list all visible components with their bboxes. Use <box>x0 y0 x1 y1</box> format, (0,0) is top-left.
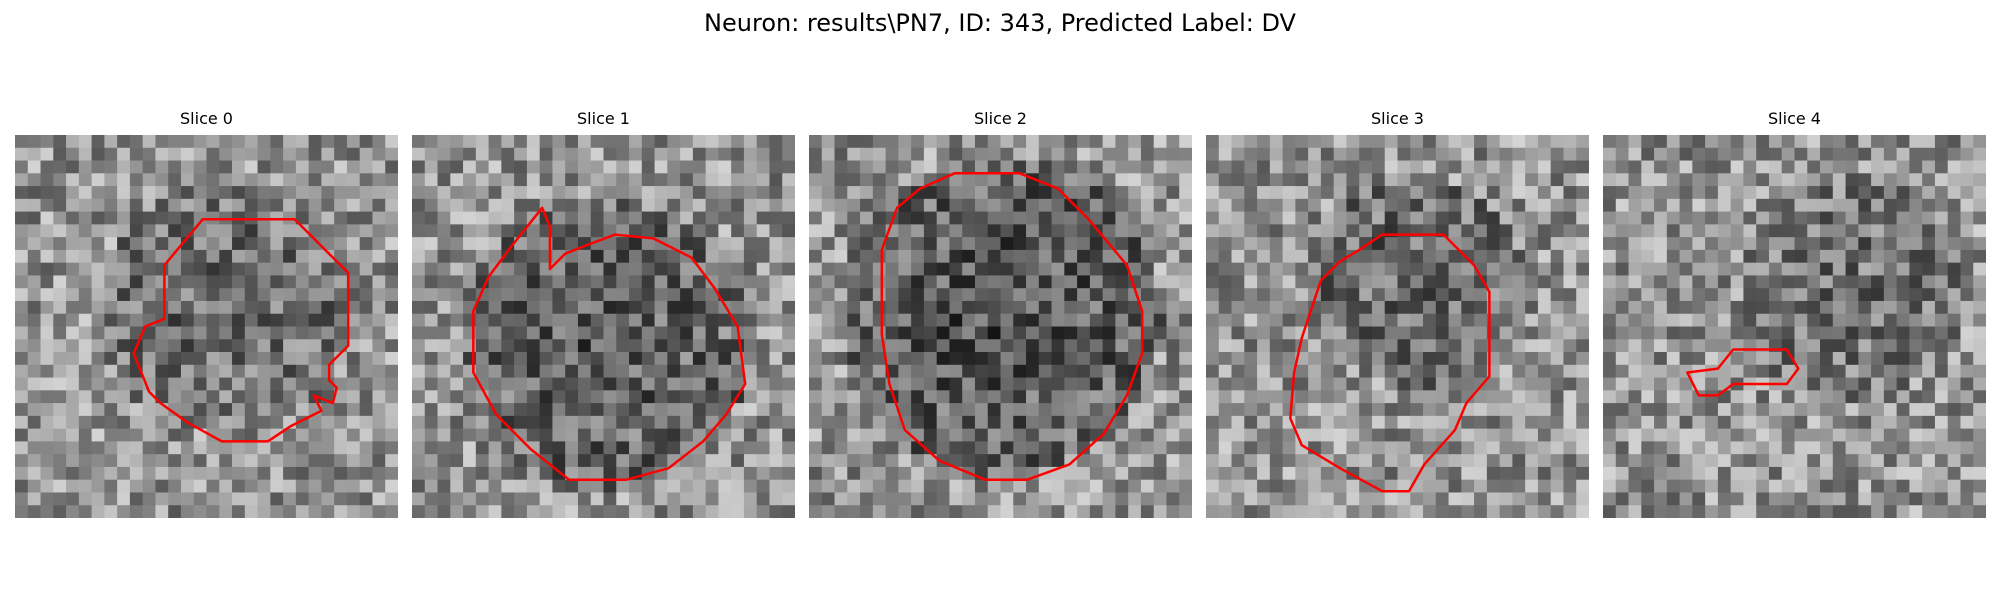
slice-image-2 <box>809 135 1192 518</box>
slice-title-0: Slice 0 <box>180 109 233 128</box>
segmentation-contour <box>1289 233 1491 493</box>
pixel-grid <box>15 135 398 518</box>
pixel-grid <box>809 135 1192 518</box>
slice-image-3 <box>1206 135 1589 518</box>
slice-panel-1: Slice 1 <box>412 108 795 518</box>
slice-panel-4: Slice 4 <box>1603 108 1986 518</box>
pixel-grid <box>412 135 795 518</box>
slice-panel-3: Slice 3 <box>1206 108 1589 518</box>
slice-image-1 <box>412 135 795 518</box>
slice-panel-0: Slice 0 <box>15 108 398 518</box>
slice-title-3: Slice 3 <box>1371 109 1424 128</box>
pixel-grid <box>1603 135 1986 518</box>
slice-panel-2: Slice 2 <box>809 108 1192 518</box>
slice-image-0 <box>15 135 398 518</box>
slice-title-2: Slice 2 <box>974 109 1027 128</box>
segmentation-contour <box>472 206 747 481</box>
pixel-grid <box>1206 135 1589 518</box>
segmentation-contour <box>132 218 350 443</box>
segmentation-contour <box>1686 348 1800 397</box>
figure-suptitle: Neuron: results\PN7, ID: 343, Predicted … <box>704 9 1296 37</box>
slice-image-4 <box>1603 135 1986 518</box>
slice-title-1: Slice 1 <box>577 109 630 128</box>
segmentation-contour <box>880 172 1144 481</box>
slice-title-4: Slice 4 <box>1768 109 1821 128</box>
